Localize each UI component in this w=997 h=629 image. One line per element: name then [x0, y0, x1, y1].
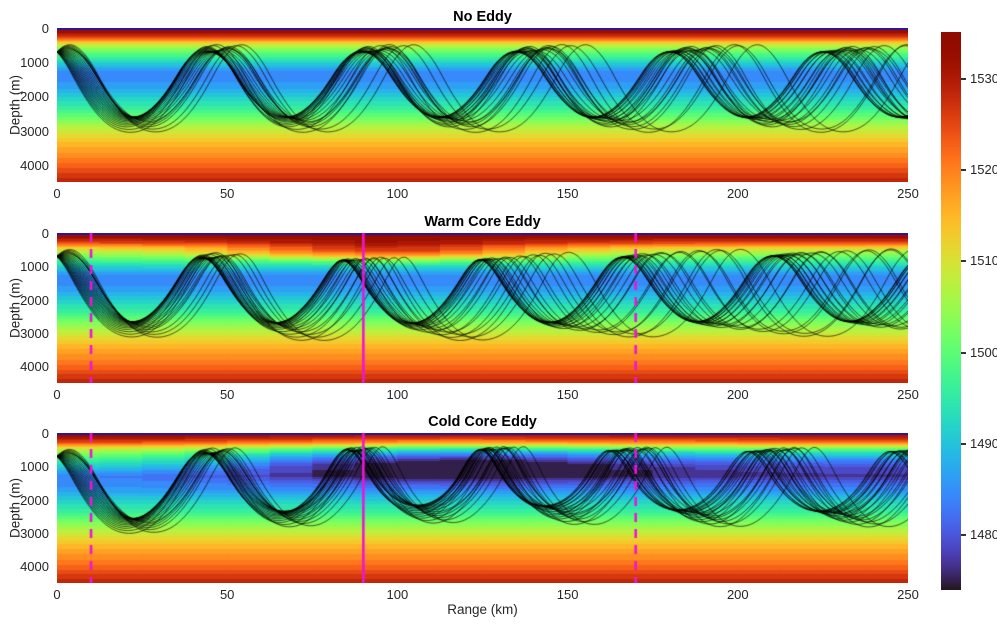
x-tick-label: 100 [386, 387, 409, 402]
colorbar [941, 32, 961, 590]
y-tick-label: 3000 [20, 326, 49, 341]
x-tick-label: 200 [726, 186, 749, 201]
colorbar-tick-mark [961, 351, 966, 354]
x-tick-label: 150 [556, 186, 579, 201]
colorbar-tick-label: 1490 [970, 435, 997, 451]
colorbar-tick-mark [961, 260, 966, 263]
x-tick-label: 200 [726, 387, 749, 402]
y-tick-label: 2000 [20, 89, 49, 105]
panel-title-cold-core-eddy: Cold Core Eddy [428, 414, 537, 430]
x-tick-label: 50 [219, 387, 235, 402]
y-tick-label: 3000 [20, 123, 49, 139]
y-tick-label: 0 [41, 21, 49, 36]
y-tick-label: 4000 [20, 559, 49, 575]
y-tick-label: 4000 [20, 359, 49, 375]
x-tick-label: 100 [386, 587, 409, 602]
colorbar-tick-label: 1510 [970, 253, 997, 269]
colorbar-tick-label: 1500 [970, 344, 997, 360]
x-tick-label: 250 [897, 186, 919, 201]
colorbar-tick-mark [961, 442, 966, 445]
y-tick-label: 1000 [20, 55, 49, 71]
ray-heatmap-warm-core-eddy [57, 233, 908, 383]
colorbar-tick-label: 1520 [970, 161, 997, 177]
x-tick-label: 0 [53, 587, 61, 602]
x-tick-label: 50 [219, 186, 235, 201]
x-tick-label: 250 [897, 587, 919, 602]
y-tick-label: 2000 [20, 492, 49, 508]
ray-heatmap-no-eddy [57, 28, 908, 182]
x-tick-label: 200 [726, 587, 749, 602]
panel-title-warm-core-eddy: Warm Core Eddy [424, 214, 541, 230]
panel-title-no-eddy: No Eddy [453, 9, 512, 25]
y-tick-label: 4000 [20, 157, 49, 173]
ray-heatmap-cold-core-eddy [57, 433, 908, 583]
y-tick-label: 0 [41, 426, 49, 441]
colorbar-tick-label: 1480 [970, 527, 997, 543]
colorbar-tick-mark [961, 77, 966, 80]
y-tick-label: 1000 [20, 259, 49, 275]
colorbar-tick-mark [961, 534, 966, 537]
x-tick-label: 150 [556, 387, 579, 402]
y-tick-label: 2000 [20, 292, 49, 308]
x-tick-label: 150 [556, 587, 579, 602]
y-tick-label: 1000 [20, 459, 49, 475]
y-tick-label: 3000 [20, 526, 49, 541]
colorbar-tick-mark [961, 168, 966, 171]
x-axis-label: Range (km) [447, 602, 518, 617]
x-tick-label: 50 [219, 587, 235, 602]
colorbar-tick-label: 1530 [970, 70, 997, 86]
x-tick-label: 100 [386, 186, 409, 201]
y-tick-label: 0 [41, 226, 49, 241]
x-tick-label: 250 [897, 387, 919, 402]
x-tick-label: 0 [53, 186, 61, 201]
x-tick-label: 0 [53, 387, 61, 402]
